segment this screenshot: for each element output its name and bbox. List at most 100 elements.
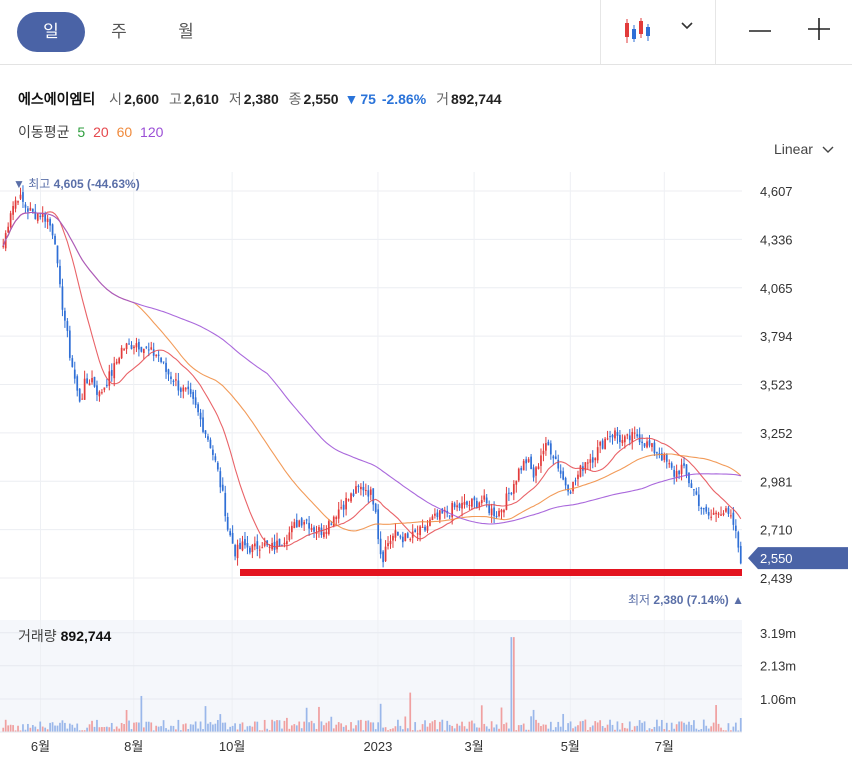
volume-bar xyxy=(236,729,239,732)
volume-bar xyxy=(397,719,399,732)
volume-bar xyxy=(401,729,404,732)
volume-bar xyxy=(305,707,308,732)
volume-bar xyxy=(648,728,651,732)
toolbar: 일 주 월 xyxy=(0,0,852,65)
candle-body xyxy=(641,441,643,444)
minus-icon[interactable] xyxy=(747,18,773,44)
candle-body xyxy=(520,468,523,471)
candle-body xyxy=(226,516,229,530)
candle-body xyxy=(680,464,683,474)
candle-body xyxy=(527,459,530,463)
candle-body xyxy=(278,538,281,547)
volume-bar xyxy=(695,728,698,732)
x-tick-label: 10월 xyxy=(219,739,245,754)
volume-bar xyxy=(4,719,7,732)
volume-bar xyxy=(609,719,611,732)
moving-average-legend[interactable]: 이동평균 5 20 60 120 xyxy=(18,122,167,142)
volume-bar xyxy=(683,722,685,732)
candle-body xyxy=(234,545,236,557)
candle-body xyxy=(712,512,715,515)
ma-20: 20 xyxy=(93,124,109,140)
candle-body xyxy=(631,431,634,443)
candle-body xyxy=(325,531,328,534)
candle-body xyxy=(616,432,619,436)
candle-body xyxy=(525,459,528,464)
volume-bar xyxy=(318,706,320,732)
candle-body xyxy=(298,520,301,527)
volume-bar xyxy=(451,725,454,732)
volume-bar xyxy=(379,703,382,732)
candle-body xyxy=(308,522,310,529)
volume-bar xyxy=(76,723,79,732)
volume-bar xyxy=(345,725,347,732)
candle-body xyxy=(207,436,209,440)
volume-bar xyxy=(352,728,355,732)
candle-body xyxy=(424,526,426,531)
candle-body xyxy=(532,467,535,478)
candle-body xyxy=(68,330,71,358)
candlestick-icon[interactable] xyxy=(622,16,656,48)
volume-bar xyxy=(673,728,676,732)
plus-icon[interactable] xyxy=(806,16,832,42)
volume-bar xyxy=(239,723,241,732)
candle-body xyxy=(347,499,350,501)
candle-body xyxy=(517,468,520,481)
open-label: 시 xyxy=(109,91,123,107)
change-value: 75 xyxy=(360,91,376,107)
candle-body xyxy=(660,453,663,461)
volume-bar xyxy=(641,722,643,732)
candle-body xyxy=(162,361,165,363)
candle-body xyxy=(142,348,145,354)
candle-body xyxy=(22,192,24,202)
volume-title-value: 892,744 xyxy=(60,628,112,644)
volume-bar xyxy=(436,729,439,732)
volume-bar xyxy=(59,722,61,732)
volume-bar xyxy=(327,721,330,732)
volume-bar xyxy=(150,722,153,732)
candle-body xyxy=(88,383,91,386)
volume-bar xyxy=(690,724,693,732)
candle-body xyxy=(416,533,419,535)
candle-body xyxy=(700,507,703,509)
candle-body xyxy=(663,454,666,460)
candle-body xyxy=(236,544,239,559)
volume-bar xyxy=(165,728,167,732)
volume-bar xyxy=(697,729,700,732)
candle-body xyxy=(656,452,658,454)
candle-body xyxy=(596,447,599,461)
candle-body xyxy=(204,430,207,435)
volume-bar xyxy=(128,720,130,732)
volume-bar xyxy=(411,730,414,732)
volume-bar xyxy=(468,721,471,732)
candle-body xyxy=(633,432,636,434)
candle-body xyxy=(340,507,343,509)
candle-body xyxy=(140,346,143,352)
volume-bar xyxy=(577,725,579,732)
scale-selector[interactable]: Linear xyxy=(774,141,835,157)
candle-body xyxy=(586,462,589,464)
volume-bar xyxy=(120,722,123,732)
volume-bar xyxy=(108,727,111,732)
candle-body xyxy=(244,539,246,546)
tab-weekly[interactable]: 주 xyxy=(111,22,127,41)
chevron-down-icon[interactable] xyxy=(679,18,695,34)
candle-body xyxy=(468,504,471,506)
tab-monthly[interactable]: 월 xyxy=(178,22,194,41)
volume-bar xyxy=(693,720,695,732)
candle-body xyxy=(293,522,296,529)
volume-bar xyxy=(700,729,703,732)
tab-daily[interactable]: 일 xyxy=(17,12,85,52)
candle-body xyxy=(96,385,98,395)
volume-bar xyxy=(601,726,604,732)
volume-bar xyxy=(739,718,742,732)
low-value: 2,380 xyxy=(243,91,279,107)
candle-body xyxy=(678,470,680,475)
volume-bar xyxy=(621,723,624,732)
candle-body xyxy=(611,434,614,438)
volume-bar xyxy=(160,726,162,732)
candle-body xyxy=(7,226,10,233)
volume-bar xyxy=(434,720,436,732)
volume-bar xyxy=(722,730,725,732)
volume-bar xyxy=(537,722,540,732)
